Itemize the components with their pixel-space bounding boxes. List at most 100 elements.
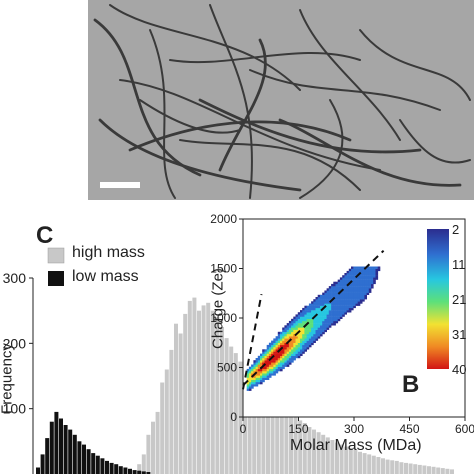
- heatmap-cell: [302, 340, 305, 343]
- heatmap-cell: [293, 358, 296, 361]
- heatmap-cell: [353, 297, 356, 300]
- heatmap-cell: [328, 288, 332, 291]
- heatmap-cell: [266, 349, 270, 352]
- heatmap-cell: [346, 310, 350, 313]
- colorbar-tick-label: 21: [452, 292, 466, 307]
- heatmap-cell: [359, 279, 363, 282]
- heatmap-cell: [275, 344, 279, 348]
- heatmap-cell: [320, 310, 323, 313]
- heatmap-x-tick-label: 300: [344, 422, 364, 436]
- heatmap-cell: [262, 355, 265, 359]
- heatmap-cell: [339, 314, 343, 317]
- heatmap-cell: [339, 279, 343, 282]
- heatmap-cell: [353, 283, 356, 287]
- heatmap-cell: [337, 299, 341, 302]
- heatmap-cell: [260, 364, 263, 367]
- colorbar-tick-label: 2: [452, 222, 459, 237]
- heatmap-cell: [286, 338, 290, 341]
- heatmap-cell: [280, 340, 283, 343]
- heatmap-cell: [324, 316, 327, 319]
- heatmap-cell: [351, 305, 354, 309]
- heatmap-cell: [257, 379, 261, 383]
- heatmap-cell: [284, 338, 287, 341]
- heatmap-cell: [291, 336, 294, 339]
- heatmap-cell: [357, 275, 361, 278]
- heatmap-cell: [255, 368, 259, 372]
- heatmap-cell: [328, 320, 332, 324]
- heatmap-cell: [273, 358, 276, 361]
- heatmap-cell: [355, 297, 359, 300]
- heatmap-cell: [268, 362, 272, 365]
- heatmap-cell: [282, 360, 285, 363]
- heatmap-cell: [333, 318, 336, 322]
- heatmap-cell: [306, 338, 310, 341]
- heatmap-cell: [339, 310, 343, 313]
- heatmap-cell: [322, 310, 325, 313]
- heatmap-cell: [300, 347, 303, 350]
- heatmap-cell: [335, 303, 339, 306]
- fibril: [249, 69, 441, 111]
- heatmap-cell: [362, 299, 365, 302]
- heatmap-cell: [328, 297, 332, 300]
- heatmap-cell: [324, 301, 327, 304]
- heatmap-cell: [368, 277, 372, 280]
- histogram-bar: [399, 462, 404, 474]
- heatmap-cell: [373, 266, 376, 269]
- heatmap-cell: [320, 334, 323, 337]
- heatmap-cell: [348, 286, 352, 289]
- heatmap-cell: [366, 290, 370, 293]
- heatmap-cell: [308, 344, 312, 348]
- heatmap-cell: [357, 277, 361, 280]
- histogram-bar: [233, 353, 238, 474]
- heatmap-cell: [315, 318, 319, 322]
- heatmap-cell: [339, 305, 343, 309]
- heatmap-cell: [359, 301, 363, 304]
- heatmap-cell: [346, 286, 350, 289]
- heatmap-cell: [339, 299, 343, 302]
- heatmap-cell: [271, 347, 274, 350]
- fibril: [128, 120, 352, 152]
- heatmap-cell: [331, 320, 334, 324]
- heatmap-cell: [248, 375, 252, 378]
- heatmap-cell: [366, 279, 370, 282]
- heatmap-cell: [331, 303, 334, 306]
- heatmap-cell: [297, 323, 301, 326]
- heatmap-cell: [295, 340, 299, 343]
- heatmap-cell: [320, 323, 323, 326]
- heatmap-cell: [302, 327, 305, 330]
- histogram-bar: [431, 466, 436, 474]
- heatmap-cell: [293, 325, 296, 328]
- heatmap-cell: [320, 294, 323, 298]
- heatmap-cell: [271, 368, 274, 372]
- heatmap-cell: [348, 307, 352, 311]
- heatmap-cell: [357, 279, 361, 282]
- heatmap-cell: [297, 355, 301, 359]
- heatmap-cell: [306, 310, 310, 313]
- histogram-bar: [224, 338, 229, 474]
- heatmap-cell: [306, 347, 310, 350]
- heatmap-cell: [280, 344, 283, 348]
- heatmap-cell: [273, 355, 276, 359]
- heatmap-cell: [291, 347, 294, 350]
- heatmap-cell: [268, 342, 272, 346]
- heatmap-cell: [339, 288, 343, 291]
- heatmap-cell: [308, 323, 312, 326]
- heatmap-cell: [359, 275, 363, 278]
- heatmap-cell: [315, 301, 319, 304]
- heatmap-cell: [268, 353, 272, 356]
- heatmap-cell: [304, 320, 307, 324]
- heatmap-cell: [273, 342, 276, 346]
- heatmap-cell: [302, 344, 305, 348]
- histogram-bar: [427, 466, 431, 474]
- heatmap-cell: [326, 301, 330, 304]
- heatmap-cell: [342, 292, 345, 295]
- heatmap-cell: [266, 377, 270, 380]
- colorbar-tick-label: 31: [452, 327, 466, 342]
- heatmap-cell: [306, 327, 310, 330]
- heatmap-cell: [282, 329, 285, 333]
- heatmap-cell: [306, 340, 310, 343]
- heatmap-cell: [333, 283, 336, 287]
- heatmap-cell: [339, 281, 343, 285]
- heatmap-cell: [346, 307, 350, 311]
- heatmap-cell: [288, 355, 292, 359]
